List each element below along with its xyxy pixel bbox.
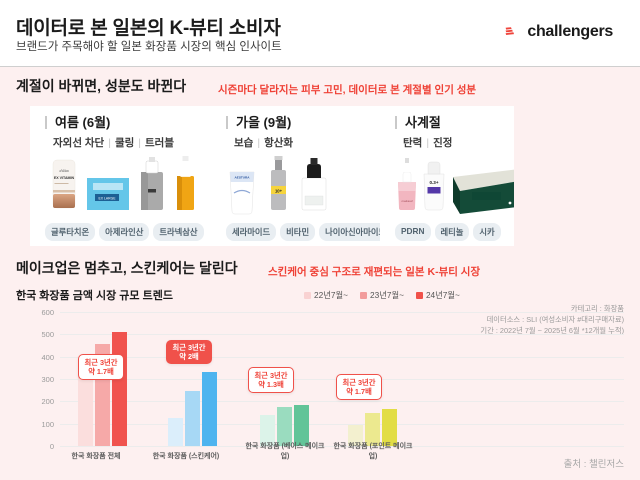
svg-text:AESTURA: AESTURA bbox=[235, 176, 251, 180]
svg-text:EX VITAMIN: EX VITAMIN bbox=[54, 176, 75, 180]
svg-text:0.3+: 0.3+ bbox=[429, 180, 438, 185]
svg-text:10+: 10+ bbox=[275, 188, 283, 193]
svg-text:d'Alba: d'Alba bbox=[59, 169, 68, 173]
svg-text:EX LARGE: EX LARGE bbox=[99, 196, 117, 200]
svg-text:makaud: makaud bbox=[401, 199, 412, 203]
